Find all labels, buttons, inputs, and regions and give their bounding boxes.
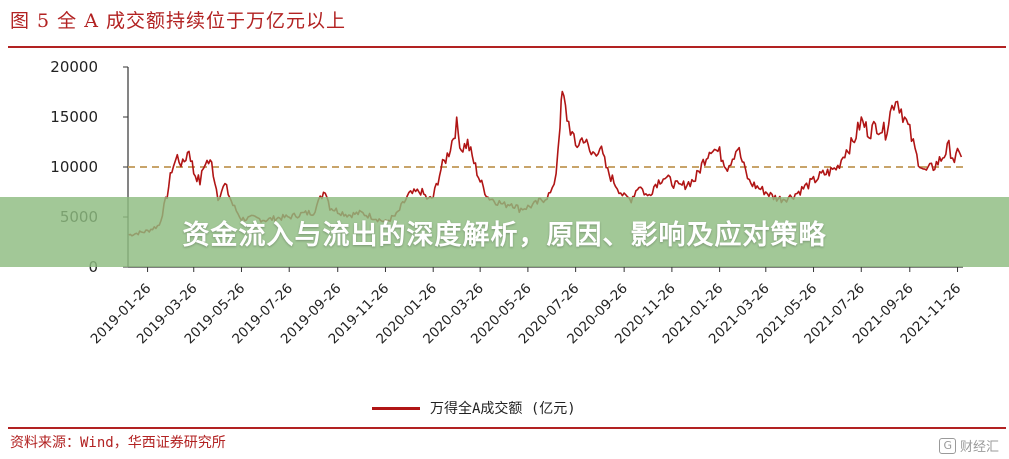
legend-label: 万得全A成交额 (亿元)	[430, 401, 576, 417]
banner-headline: 资金流入与流出的深度解析，原因、影响及应对策略	[182, 219, 827, 251]
figure-title: 图 5 全 A 成交额持续位于万亿元以上	[10, 10, 346, 32]
bottom-rule	[8, 427, 1006, 429]
watermark: G 财经汇	[939, 436, 999, 455]
line-chart: 050001000015000200002019-01-262019-03-26…	[50, 58, 964, 347]
watermark-text: 财经汇	[959, 440, 999, 455]
y-tick-label: 15000	[50, 108, 98, 126]
top-rule	[8, 46, 1006, 48]
y-tick-label: 10000	[50, 158, 98, 176]
chart-legend: 万得全A成交额 (亿元)	[372, 397, 576, 419]
y-tick-label: 0	[88, 258, 98, 276]
y-tick-label: 20000	[50, 58, 98, 76]
legend-swatch	[372, 406, 420, 410]
source-note: 资料来源：Wind，华西证券研究所	[10, 435, 226, 451]
headline-banner: 资金流入与流出的深度解析，原因、影响及应对策略	[0, 197, 1009, 267]
watermark-logo-icon: G	[939, 437, 956, 454]
